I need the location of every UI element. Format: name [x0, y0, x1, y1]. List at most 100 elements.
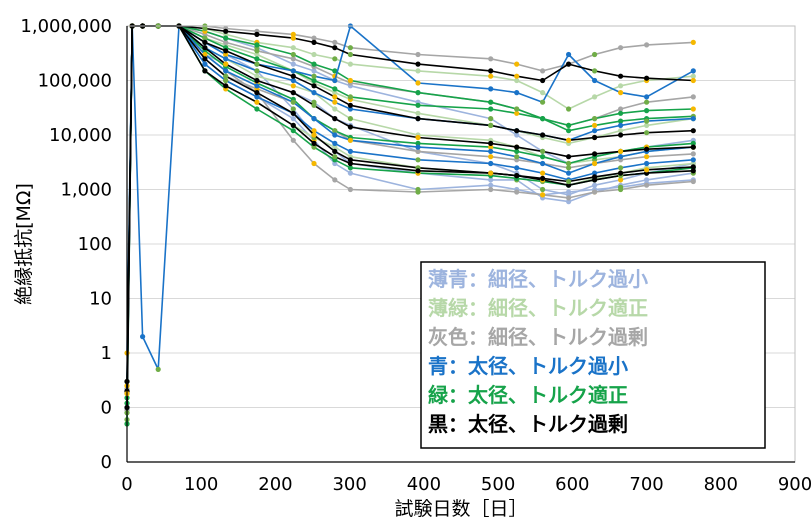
data-point [488, 182, 494, 188]
data-point [290, 122, 296, 128]
data-point [311, 116, 317, 122]
data-point [415, 144, 421, 150]
data-point [514, 144, 520, 150]
data-point [514, 128, 520, 134]
data-point [332, 140, 338, 146]
data-point [202, 25, 208, 32]
data-point [415, 134, 421, 141]
data-point [311, 35, 317, 41]
legend-entry-gray: 灰色：細径、トルク過剰 [428, 325, 648, 349]
y-axis-title: 絶縁抵抗[MΩ] [13, 183, 35, 305]
legend-entry-light_blue: 薄青：細径、トルク過小 [428, 267, 648, 291]
data-point [202, 45, 208, 51]
data-point [347, 160, 353, 167]
data-point [488, 73, 494, 79]
data-point [415, 80, 421, 86]
data-point [566, 61, 572, 67]
data-point [290, 77, 296, 84]
data-point [566, 165, 572, 171]
data-point [644, 146, 650, 152]
data-point [540, 68, 546, 74]
data-point [592, 151, 598, 157]
x-tick-label: 400 [407, 474, 441, 495]
x-tick-label: 700 [629, 474, 663, 495]
data-point [223, 51, 229, 58]
data-point [332, 160, 338, 167]
data-point [514, 73, 520, 79]
data-point [254, 77, 260, 84]
y-tick-label: 1,000,000 [20, 16, 112, 37]
data-point [592, 170, 598, 176]
data-point [488, 106, 494, 112]
data-point [488, 56, 494, 62]
data-point [618, 154, 624, 160]
data-point [254, 51, 260, 58]
data-point [332, 90, 338, 96]
data-point [332, 128, 338, 134]
data-point [290, 45, 296, 51]
y-tick-label: 10,000 [49, 125, 112, 146]
data-point [415, 68, 421, 74]
data-point [566, 122, 572, 128]
data-point [690, 128, 696, 134]
data-point [690, 151, 696, 157]
x-tick-label: 900 [778, 474, 811, 495]
data-point [592, 77, 598, 84]
data-point [690, 168, 696, 174]
data-point [514, 154, 520, 160]
data-point [202, 35, 208, 41]
data-point [644, 130, 650, 136]
data-point [311, 51, 317, 58]
data-point [332, 56, 338, 62]
data-point [618, 118, 624, 124]
data-point [290, 128, 296, 134]
data-point [566, 160, 572, 167]
data-point [415, 110, 421, 116]
data-point [202, 51, 208, 58]
data-point [347, 61, 353, 67]
x-axis-title: 試験日数［日］ [394, 498, 527, 520]
data-point [347, 77, 353, 84]
data-point [311, 83, 317, 89]
data-point [540, 175, 546, 181]
data-point [347, 94, 353, 100]
data-point [290, 83, 296, 89]
data-point [223, 28, 229, 34]
data-point [618, 90, 624, 96]
data-point [514, 132, 520, 138]
data-point [488, 99, 494, 105]
data-point [223, 35, 229, 41]
data-point [690, 106, 696, 112]
data-point [290, 35, 296, 41]
y-tick-label: 1 [101, 343, 112, 364]
data-point [618, 83, 624, 89]
data-point [254, 48, 260, 54]
data-point [644, 118, 650, 124]
data-point [540, 154, 546, 160]
data-point [202, 39, 208, 46]
data-point [488, 86, 494, 92]
data-point [311, 90, 317, 96]
data-point [290, 137, 296, 143]
y-tick-label: 1,000 [60, 180, 112, 201]
data-point [514, 165, 520, 171]
y-tick-label: 100,000 [38, 71, 112, 92]
data-point [592, 116, 598, 122]
data-point [415, 61, 421, 67]
x-tick-label: 600 [555, 474, 589, 495]
data-point [254, 31, 260, 37]
data-point [592, 174, 598, 180]
data-point [254, 83, 260, 89]
data-point [644, 75, 650, 81]
legend-entry-blue: 青：太径、トルク過小 [428, 354, 628, 378]
x-tick-label: 500 [481, 474, 515, 495]
data-point [566, 199, 572, 205]
data-point [202, 56, 208, 62]
data-point [540, 90, 546, 96]
data-point [540, 160, 546, 167]
data-point [415, 140, 421, 146]
data-point [332, 86, 338, 92]
data-point [566, 137, 572, 143]
data-point [618, 106, 624, 112]
data-point [592, 94, 598, 100]
